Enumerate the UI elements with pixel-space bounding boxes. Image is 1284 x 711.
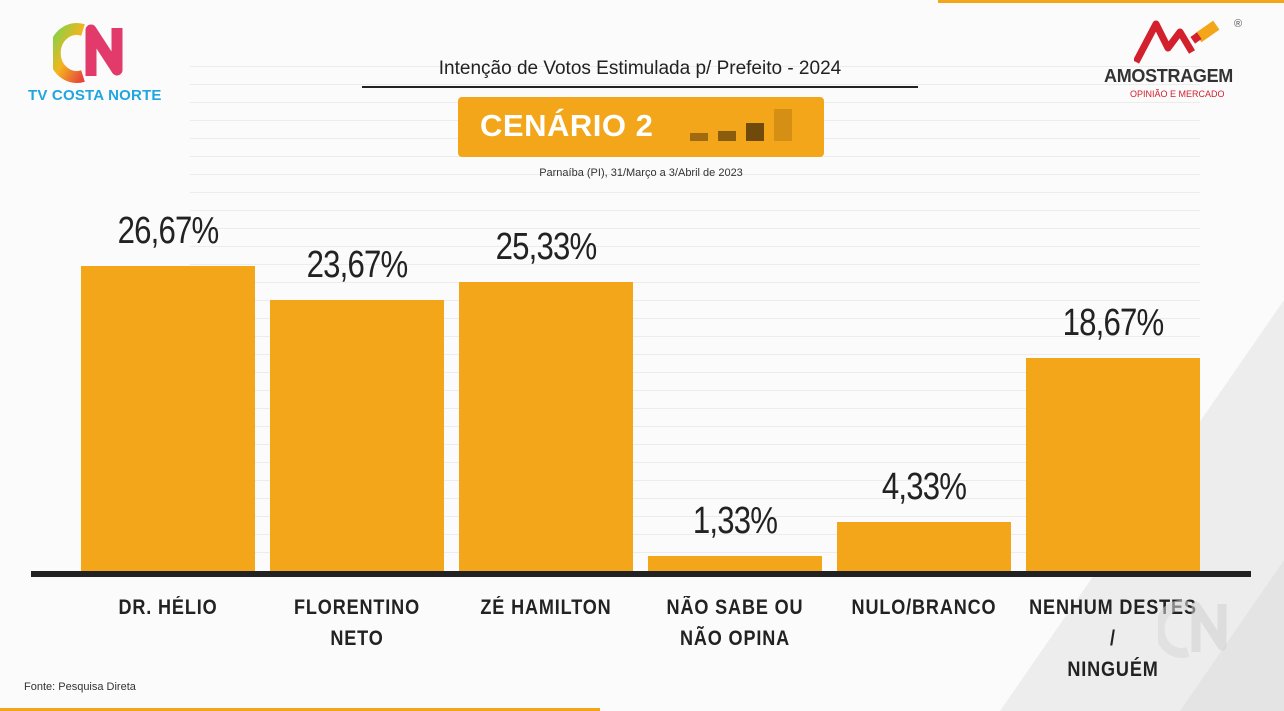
- x-axis-line: [31, 571, 1251, 577]
- data-label: 1,33%: [692, 500, 778, 542]
- grid-line: [190, 516, 1200, 517]
- grid-line: [190, 498, 1200, 499]
- chart-title: Intenção de Votos Estimulada p/ Prefeito…: [362, 58, 918, 88]
- grid-line: [190, 444, 1200, 445]
- category-label: NÃO SABE OU NÃO OPINA: [666, 596, 804, 650]
- grid-line: [190, 372, 1200, 373]
- data-label: 23,67%: [306, 244, 409, 286]
- grid-line: [190, 480, 1200, 481]
- grid-line: [190, 336, 1200, 337]
- channel-logo-mark: [53, 23, 123, 83]
- registered-mark: ®: [1234, 18, 1243, 30]
- grid-line: [190, 246, 1200, 247]
- pencil-icon: [1134, 20, 1220, 64]
- bar: [837, 522, 1011, 571]
- data-label: 18,67%: [1062, 302, 1165, 344]
- data-label: 25,33%: [495, 226, 598, 268]
- grid-line: [190, 552, 1200, 553]
- channel-name: TV COSTA NORTE: [28, 87, 162, 104]
- grid-line: [190, 390, 1200, 391]
- grid-line: [190, 462, 1200, 463]
- grid-line: [190, 210, 1200, 211]
- grid-line: [190, 84, 1200, 85]
- pollster-name: AMOSTRAGEM: [1104, 66, 1233, 86]
- category-label: NULO/BRANCO: [851, 596, 997, 619]
- bar: [1026, 358, 1200, 571]
- grid-line: [190, 192, 1200, 193]
- grid-line: [190, 318, 1200, 319]
- grid-line: [190, 66, 1200, 67]
- bar: [270, 300, 444, 571]
- grid-line: [190, 534, 1200, 535]
- grid-line: [190, 426, 1200, 427]
- grid-line: [190, 264, 1200, 265]
- pollster-tagline: OPINIÃO E MERCADO: [1130, 89, 1225, 99]
- grid-line: [190, 174, 1200, 175]
- category-label: ZÉ HAMILTON: [480, 596, 612, 619]
- bars-icon: [690, 109, 792, 141]
- channel-watermark-icon: [1158, 600, 1227, 658]
- category-label: DR. HÉLIO: [118, 596, 218, 619]
- grid-line: [190, 300, 1200, 301]
- data-label: 26,67%: [117, 210, 220, 252]
- scenario-label: CENÁRIO 2: [480, 108, 654, 143]
- pollster-logo: ® AMOSTRAGEM OPINIÃO E MERCADO: [1098, 16, 1268, 106]
- source-note: Fonte: Pesquisa Direta: [24, 681, 136, 693]
- grid-line: [190, 354, 1200, 355]
- grid-line: [190, 282, 1200, 283]
- bar: [81, 266, 255, 571]
- grid-line: [190, 408, 1200, 409]
- bar: [459, 282, 633, 571]
- chart-subtitle: Parnaíba (PI), 31/Março a 3/Abril de 202…: [539, 167, 743, 179]
- category-label: FLORENTINO NETO: [294, 596, 420, 650]
- grid-line: [190, 228, 1200, 229]
- scenario-badge: CENÁRIO 2: [458, 97, 824, 157]
- data-label: 4,33%: [881, 466, 967, 508]
- bar: [648, 556, 822, 571]
- channel-logo: TV COSTA NORTE: [28, 20, 178, 110]
